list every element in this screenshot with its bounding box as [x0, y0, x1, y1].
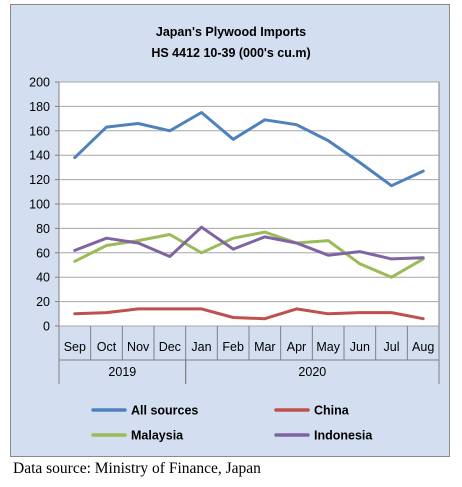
y-tick-label: 0: [43, 320, 50, 334]
y-tick-label: 140: [29, 149, 50, 163]
x-tick-label: Dec: [159, 340, 181, 354]
chart-panel: Japan's Plywood Imports HS 4412 10-39 (0…: [10, 4, 450, 457]
x-tick-label: Jul: [384, 340, 400, 354]
y-tick-label: 80: [36, 222, 50, 236]
source-note: Data source: Ministry of Finance, Japan: [13, 460, 261, 477]
y-tick-label: 60: [36, 246, 50, 260]
legend-label-all-sources: All sources: [131, 404, 198, 418]
year-group-label: 2019: [108, 365, 136, 379]
x-tick-label: Jan: [191, 340, 211, 354]
y-tick-label: 20: [36, 295, 50, 309]
x-tick-label: Feb: [222, 340, 244, 354]
x-tick-label: Oct: [97, 340, 117, 354]
legend-label-china: China: [314, 404, 350, 418]
series-line-china: [73, 307, 425, 321]
series-line-all-sources: [73, 111, 425, 188]
x-tick-label: May: [316, 340, 340, 354]
chart-subtitle: HS 4412 10-39 (000's cu.m): [151, 46, 310, 60]
x-tick-label: Sep: [64, 340, 86, 354]
chart-title: Japan's Plywood Imports: [156, 25, 306, 39]
year-group-label: 2020: [298, 365, 326, 379]
y-tick-label: 160: [29, 124, 50, 138]
y-tick-label: 200: [29, 76, 50, 90]
legend-label-indonesia: Indonesia: [314, 429, 373, 443]
x-tick-label: Mar: [254, 340, 276, 354]
y-tick-label: 100: [29, 198, 50, 212]
y-tick-label: 40: [36, 271, 50, 285]
series-line-indonesia: [73, 225, 425, 261]
y-tick-label: 120: [29, 173, 50, 187]
y-tick-label: 180: [29, 100, 50, 114]
x-tick-label: Nov: [127, 340, 150, 354]
legend: All sources China Malaysia Indonesia: [91, 404, 373, 443]
line-chart: Japan's Plywood Imports HS 4412 10-39 (0…: [29, 25, 440, 443]
x-axis: Sep Oct Nov Dec Jan Feb Mar Apr May Jun Jul Aug 2019…: [58, 326, 440, 384]
x-tick-label: Aug: [412, 340, 434, 354]
y-axis: 0 20 40 60 80 100 120 140 160 180 200: [29, 76, 59, 334]
legend-label-malaysia: Malaysia: [131, 429, 184, 443]
x-tick-label: Apr: [287, 340, 306, 354]
x-tick-label: Jun: [350, 340, 370, 354]
series-lines: [73, 111, 425, 321]
